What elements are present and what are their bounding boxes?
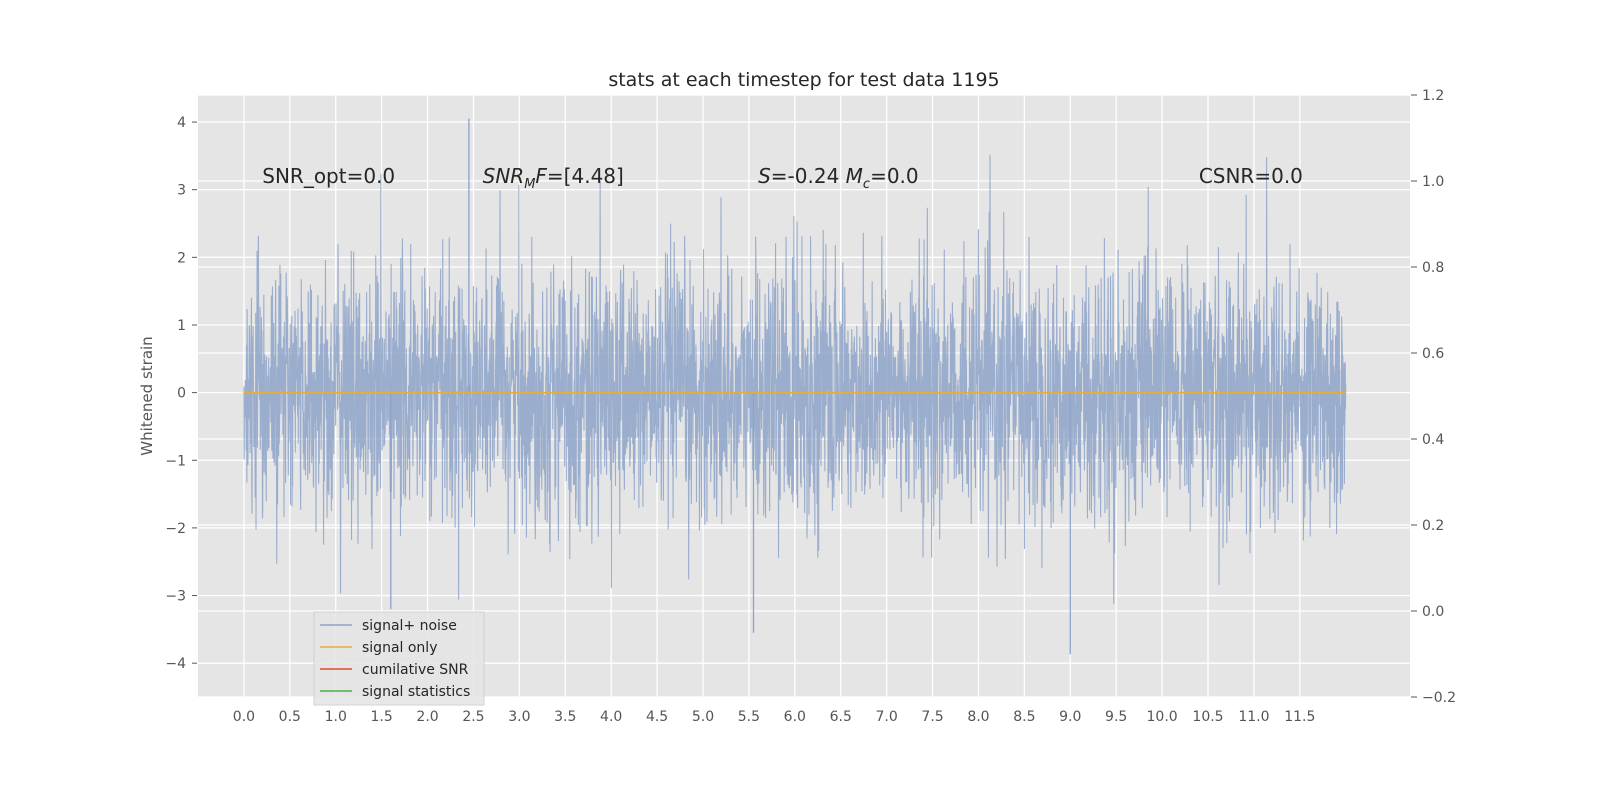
x-tick-label: 6.5 xyxy=(830,709,852,725)
y2-tick-label: 0.2 xyxy=(1422,518,1444,534)
x-tick-label: 2.0 xyxy=(416,709,438,725)
ticks: 0.0 0.5 1.0 1.5 2.0 2.5 3.0 3.5 4.0 4.5 5.0 5.5 6.0 6… xyxy=(165,88,1456,725)
annotation-mc-post: =0.0 xyxy=(870,164,919,188)
x-tick-label: 10.5 xyxy=(1192,709,1223,725)
y-tick-label: −3 xyxy=(165,589,186,605)
x-tick-label: 8.0 xyxy=(967,709,989,725)
y2-tick-label: 1.2 xyxy=(1422,88,1444,104)
y-tick-label: 1 xyxy=(177,318,186,334)
chart-title: stats at each timestep for test data 119… xyxy=(608,69,999,91)
x-tick-label: 6.0 xyxy=(784,709,806,725)
x-tick-label: 4.0 xyxy=(600,709,622,725)
y-axis-label: Whitened strain xyxy=(138,336,156,455)
y-tick-label: −2 xyxy=(165,521,186,537)
x-tick-label: 9.5 xyxy=(1105,709,1127,725)
x-tick-label: 3.0 xyxy=(508,709,530,725)
y-tick-label: −4 xyxy=(165,656,186,672)
legend: signal+ noise signal only cumilative SNR… xyxy=(313,611,485,706)
annotation-s-pre: S xyxy=(758,164,771,188)
x-tick-label: 10.0 xyxy=(1147,709,1178,725)
x-tick-label: 1.5 xyxy=(371,709,393,725)
x-tick-label: 8.5 xyxy=(1013,709,1035,725)
annotation-mc-sub: c xyxy=(863,177,870,192)
annotation-s-mc: S=-0.24 Mc=0.0 xyxy=(758,164,919,192)
y-tick-label: −1 xyxy=(165,453,186,469)
x-tick-label: 11.5 xyxy=(1284,709,1315,725)
annotation-snr-mf: SNRMF=[4.48] xyxy=(483,164,624,192)
y2-tick-label: −0.2 xyxy=(1422,690,1456,706)
annotation-snr-mf-pre: SNR xyxy=(483,164,525,188)
annotation-mc: M xyxy=(846,164,863,188)
x-tick-label: 4.5 xyxy=(646,709,668,725)
annotation-snr-mf-sub: M xyxy=(524,177,535,192)
legend-label-cumilative-snr: cumilative SNR xyxy=(362,662,469,678)
y2-tick-label: 0.8 xyxy=(1422,260,1444,276)
y2-tick-label: 0.0 xyxy=(1422,604,1444,620)
legend-label-signal-only: signal only xyxy=(362,640,437,656)
x-tick-label: 5.5 xyxy=(738,709,760,725)
x-tick-label: 5.0 xyxy=(692,709,714,725)
x-tick-label: 1.0 xyxy=(325,709,347,725)
y-tick-label: 3 xyxy=(177,183,186,199)
y2-tick-label: 0.4 xyxy=(1422,432,1444,448)
x-tick-label: 3.5 xyxy=(554,709,576,725)
annotations: SNR_opt=0.0 SNRMF=[4.48] S=-0.24 Mc=0.0 … xyxy=(262,164,1303,192)
x-tick-label: 11.0 xyxy=(1238,709,1269,725)
series-signal-noise-line xyxy=(243,154,1347,605)
legend-label-signal-statistics: signal statistics xyxy=(362,684,470,700)
annotation-snr-mf-post: =[4.48] xyxy=(547,164,624,188)
legend-label-signal-noise: signal+ noise xyxy=(362,618,457,634)
annotation-snr-opt: SNR_opt=0.0 xyxy=(262,164,395,188)
x-tick-label: 7.5 xyxy=(921,709,943,725)
y-tick-label: 0 xyxy=(177,386,186,402)
x-tick-label: 0.0 xyxy=(233,709,255,725)
y2-tick-label: 1.0 xyxy=(1422,174,1444,190)
x-tick-label: 9.0 xyxy=(1059,709,1081,725)
series-layer xyxy=(243,118,1347,655)
annotation-s-mid: =-0.24 xyxy=(771,164,846,188)
x-tick-label: 0.5 xyxy=(279,709,301,725)
x-tick-label: 7.0 xyxy=(876,709,898,725)
legend-box xyxy=(313,611,485,706)
y-tick-label: 2 xyxy=(177,250,186,266)
y2-tick-label: 0.6 xyxy=(1422,346,1444,362)
y-tick-label: 4 xyxy=(177,115,186,131)
annotation-csnr: CSNR=0.0 xyxy=(1199,164,1303,188)
annotation-snr-mf-f: F xyxy=(535,164,547,188)
x-tick-label: 2.5 xyxy=(462,709,484,725)
